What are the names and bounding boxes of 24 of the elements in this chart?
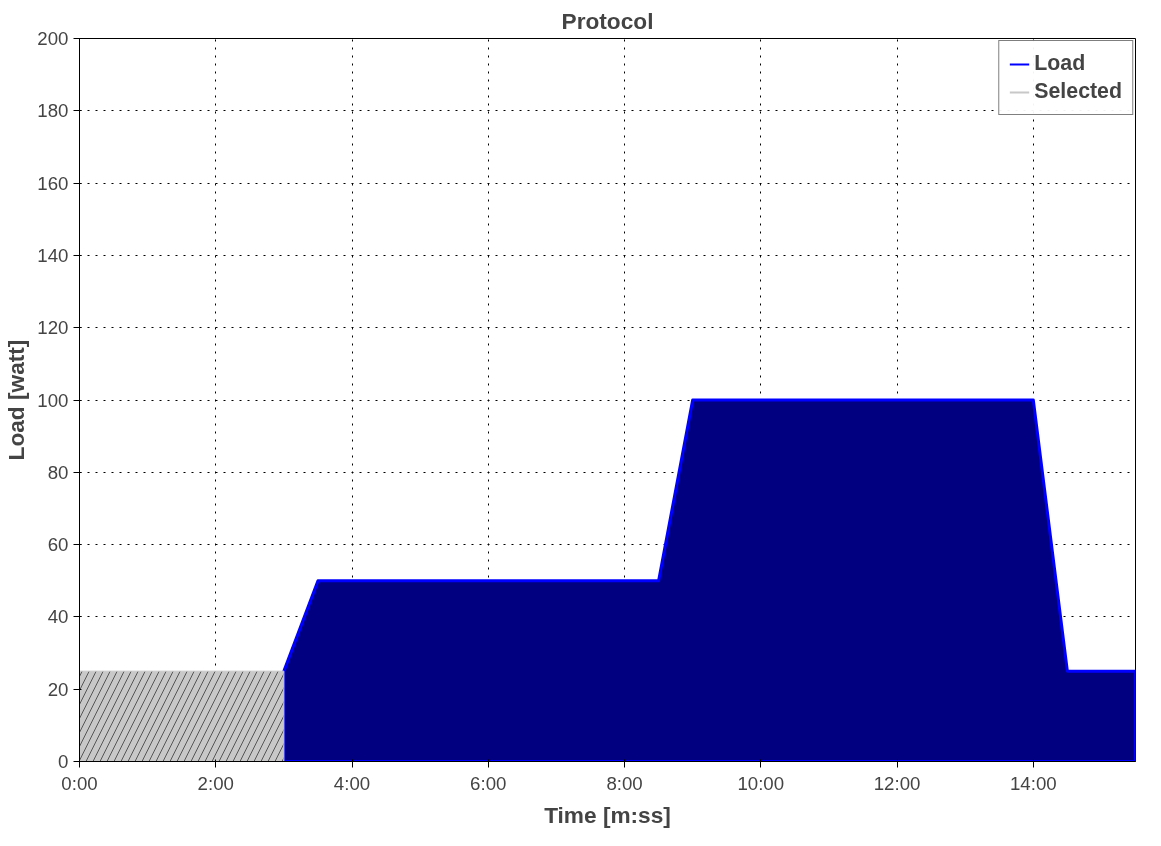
y-tick-label: 0 xyxy=(58,751,69,772)
x-tick-label: 8:00 xyxy=(606,772,643,794)
chart-title: Protocol xyxy=(561,7,654,34)
y-tick-label: 40 xyxy=(47,606,69,628)
y-tick-label: 80 xyxy=(47,461,69,483)
x-tick-label: 12:00 xyxy=(873,772,921,794)
y-tick-label: 200 xyxy=(37,28,69,49)
x-tick-label: 14:00 xyxy=(1009,772,1057,794)
y-tick-label: 100 xyxy=(37,389,69,411)
x-tick-label: 10:00 xyxy=(737,772,785,794)
legend-label: Selected xyxy=(1034,79,1122,104)
y-tick-label: 60 xyxy=(47,534,69,556)
y-tick-label: 160 xyxy=(37,172,69,194)
x-tick-label: 2:00 xyxy=(197,772,234,794)
legend-label: Load xyxy=(1034,51,1086,76)
x-tick-label: 6:00 xyxy=(470,772,507,794)
y-axis-title: Load [watt] xyxy=(3,339,30,461)
x-axis-title: Time [m:ss] xyxy=(544,801,671,828)
x-tick-label: 0:00 xyxy=(61,772,98,794)
x-tick-label: 4:00 xyxy=(333,772,371,794)
y-tick-label: 20 xyxy=(47,678,69,700)
y-tick-label: 120 xyxy=(37,317,69,339)
y-tick-label: 140 xyxy=(37,244,69,266)
y-tick-label: 180 xyxy=(37,100,69,122)
